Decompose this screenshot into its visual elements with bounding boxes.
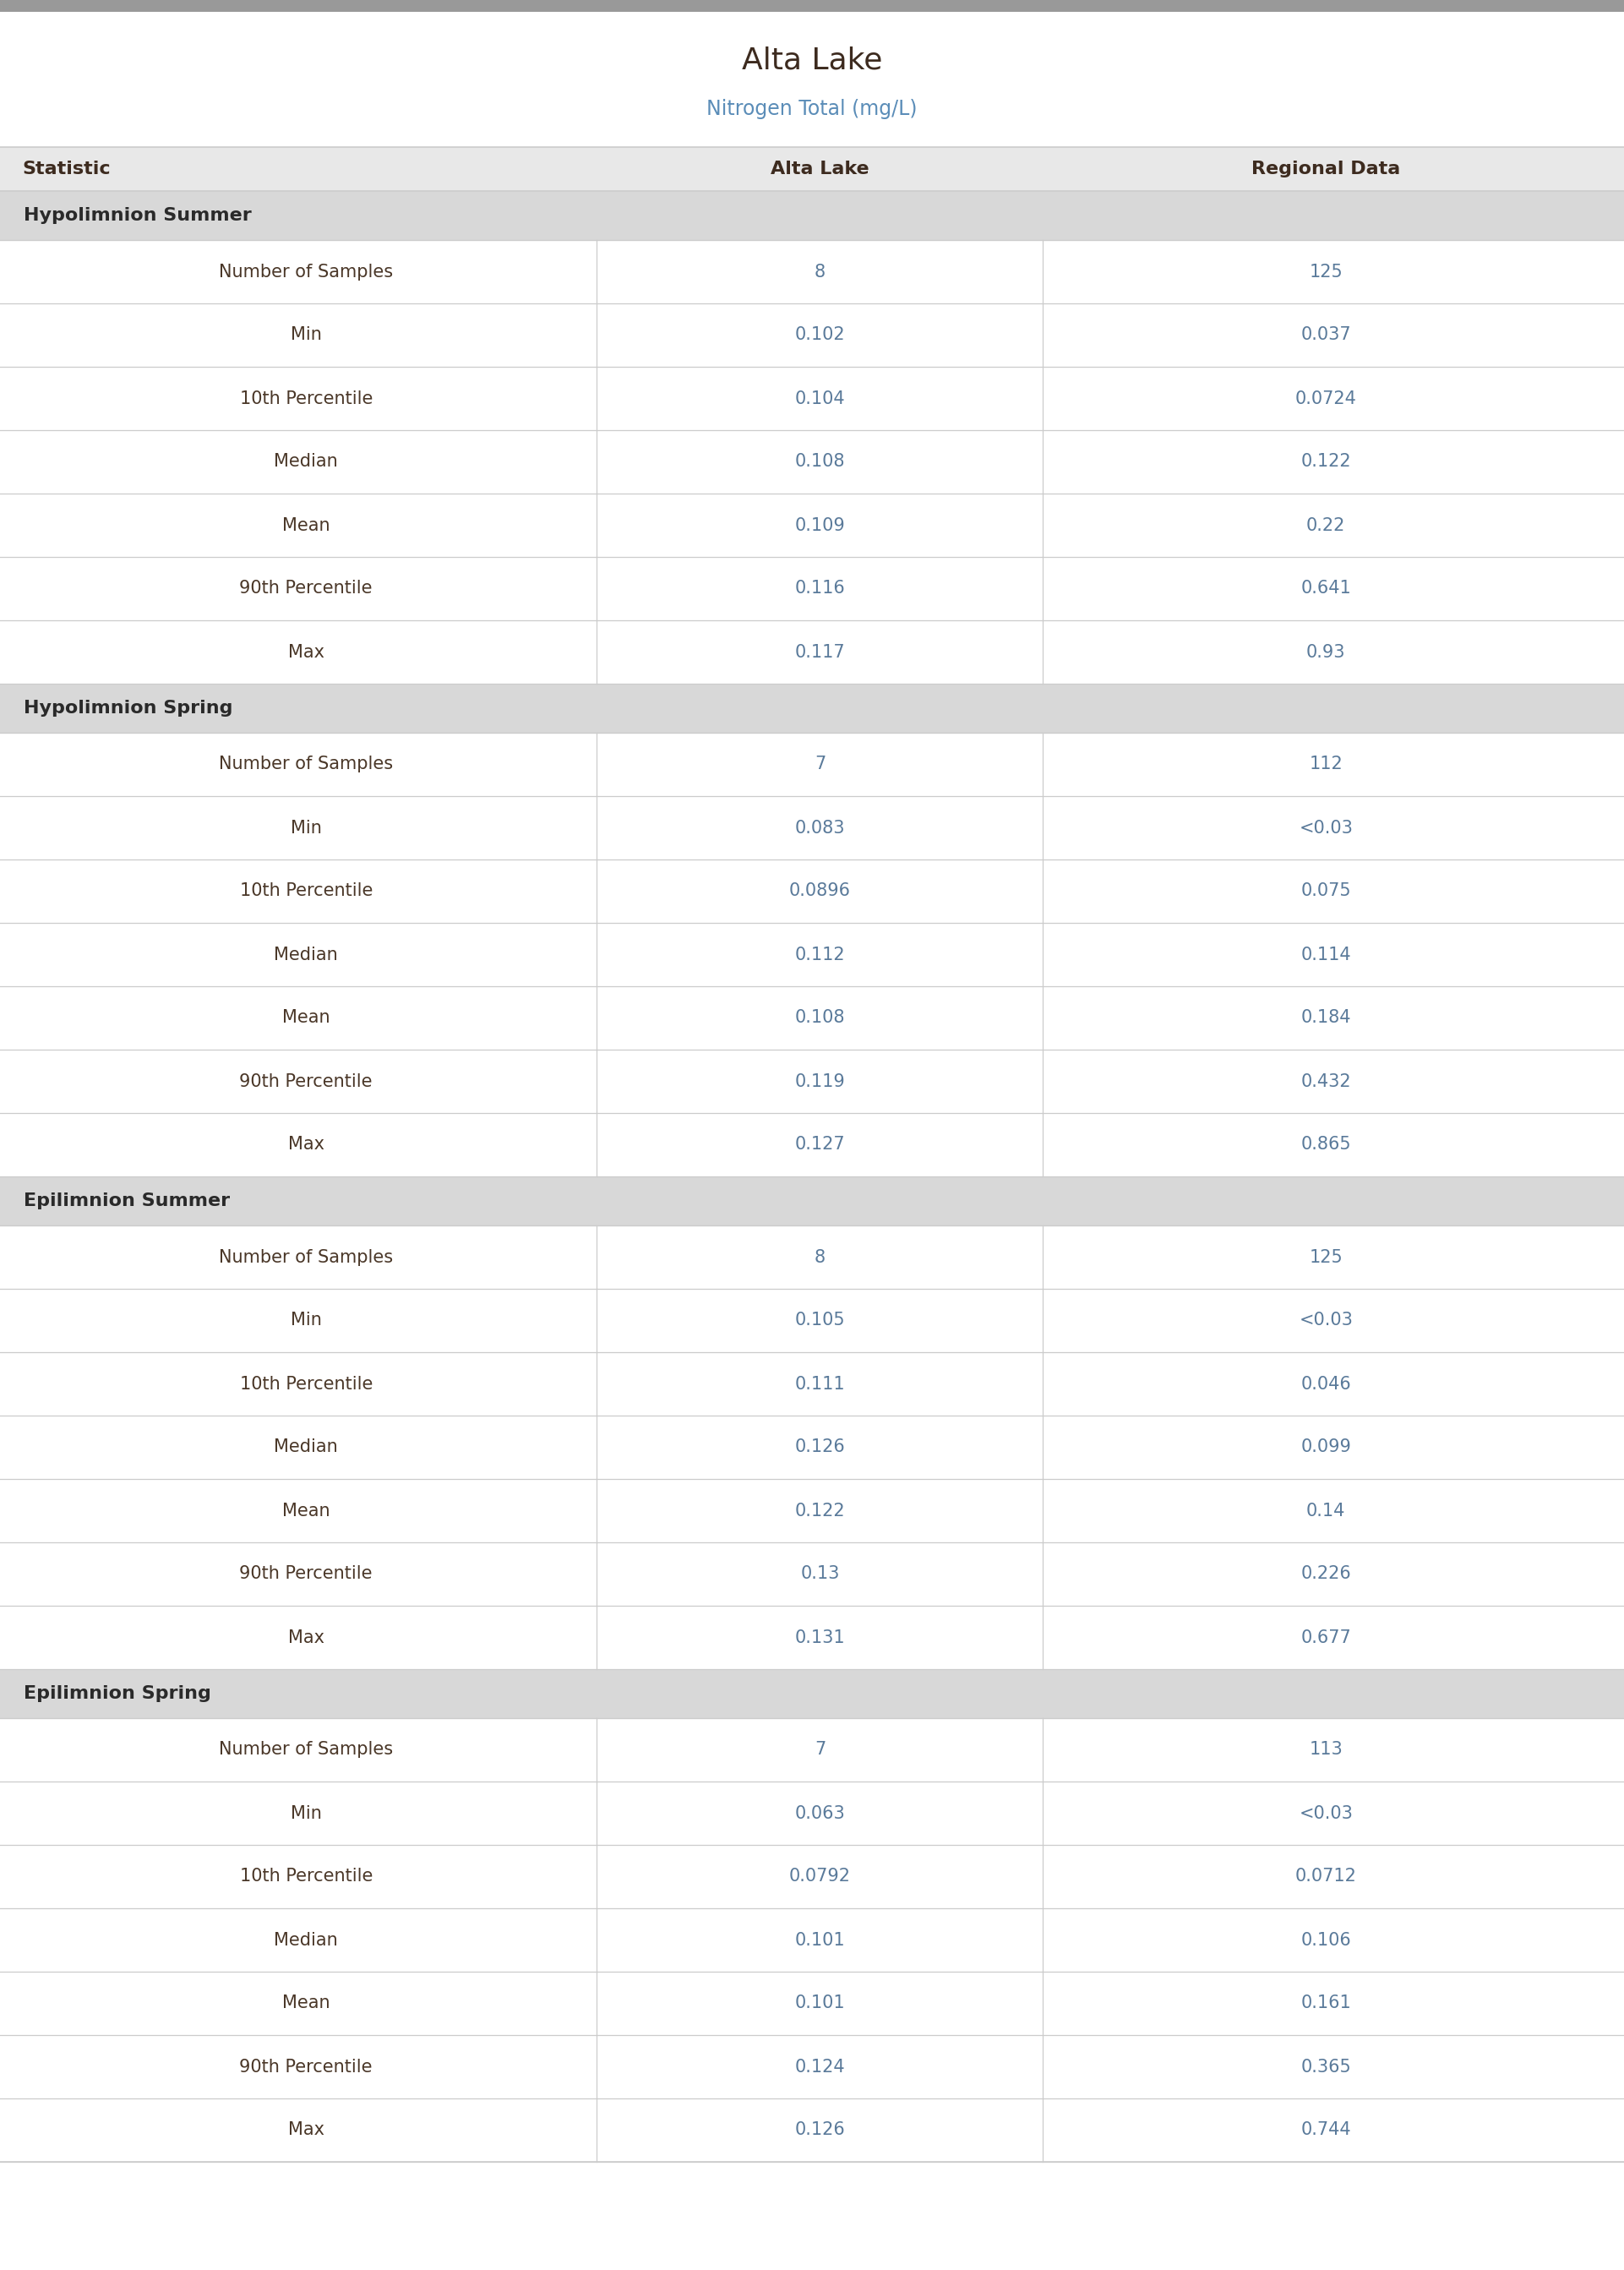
Text: 0.14: 0.14 (1306, 1503, 1346, 1519)
Bar (0, 1668, 1624, 1718)
Text: Mean: Mean (283, 1010, 330, 1026)
Text: Max: Max (287, 645, 325, 661)
Text: Median: Median (274, 1439, 338, 1455)
Text: Alta Lake: Alta Lake (742, 45, 882, 75)
Text: 0.432: 0.432 (1301, 1074, 1351, 1090)
Text: 0.93: 0.93 (1306, 645, 1346, 661)
Text: Min: Min (291, 1312, 322, 1328)
Bar (0, 148, 1624, 191)
Text: Number of Samples: Number of Samples (219, 1741, 393, 1759)
Text: 90th Percentile: 90th Percentile (239, 581, 372, 597)
Text: 0.0792: 0.0792 (789, 1868, 851, 1884)
Text: Max: Max (287, 1630, 325, 1646)
Text: 0.104: 0.104 (794, 390, 844, 406)
Text: 0.111: 0.111 (794, 1376, 844, 1392)
Text: 0.108: 0.108 (794, 454, 844, 470)
Text: 0.063: 0.063 (794, 1805, 844, 1821)
Text: 0.075: 0.075 (1301, 883, 1351, 899)
Text: Alta Lake: Alta Lake (771, 161, 869, 177)
Text: 0.0712: 0.0712 (1296, 1868, 1356, 1884)
Text: 0.099: 0.099 (1301, 1439, 1351, 1455)
Text: 10th Percentile: 10th Percentile (240, 1376, 372, 1392)
Text: Number of Samples: Number of Samples (219, 263, 393, 279)
Text: 8: 8 (814, 1249, 825, 1267)
Text: 0.102: 0.102 (794, 327, 844, 343)
Text: 7: 7 (814, 756, 825, 772)
Text: 0.126: 0.126 (794, 2122, 844, 2138)
Text: 10th Percentile: 10th Percentile (240, 1868, 372, 1884)
Text: Number of Samples: Number of Samples (219, 756, 393, 772)
Text: Epilimnion Summer: Epilimnion Summer (24, 1192, 231, 1210)
Text: Min: Min (291, 819, 322, 835)
Text: Hypolimnion Spring: Hypolimnion Spring (24, 699, 232, 717)
Text: 0.114: 0.114 (1301, 947, 1351, 962)
Text: 0.0896: 0.0896 (789, 883, 851, 899)
Text: 0.105: 0.105 (794, 1312, 844, 1328)
Text: 0.112: 0.112 (794, 947, 844, 962)
Text: 0.161: 0.161 (1301, 1995, 1351, 2011)
Text: 0.106: 0.106 (1301, 1932, 1351, 1948)
Text: 113: 113 (1309, 1741, 1343, 1759)
Bar (0, 683, 1624, 733)
Text: 0.226: 0.226 (1301, 1566, 1351, 1582)
Text: Nitrogen Total (mg/L): Nitrogen Total (mg/L) (706, 100, 918, 118)
Bar (0, 1176, 1624, 1226)
Text: 90th Percentile: 90th Percentile (239, 2059, 372, 2075)
Text: Number of Samples: Number of Samples (219, 1249, 393, 1267)
Text: 0.101: 0.101 (794, 1932, 844, 1948)
Text: 0.865: 0.865 (1301, 1137, 1351, 1153)
Text: Min: Min (291, 327, 322, 343)
Bar (0, 191, 1624, 241)
Text: Max: Max (287, 2122, 325, 2138)
Text: 0.122: 0.122 (1301, 454, 1351, 470)
Text: 7: 7 (814, 1741, 825, 1759)
Text: Regional Data: Regional Data (1252, 161, 1400, 177)
Text: 90th Percentile: 90th Percentile (239, 1074, 372, 1090)
Text: 0.126: 0.126 (794, 1439, 844, 1455)
Text: 112: 112 (1309, 756, 1343, 772)
Text: <0.03: <0.03 (1299, 1312, 1353, 1328)
Text: 0.0724: 0.0724 (1296, 390, 1356, 406)
Text: 125: 125 (1309, 263, 1343, 279)
Text: 0.046: 0.046 (1301, 1376, 1351, 1392)
Text: Median: Median (274, 1932, 338, 1948)
Text: 0.127: 0.127 (794, 1137, 844, 1153)
Text: 10th Percentile: 10th Percentile (240, 390, 372, 406)
Text: 0.22: 0.22 (1306, 518, 1346, 533)
Text: 0.119: 0.119 (794, 1074, 844, 1090)
Text: 0.677: 0.677 (1301, 1630, 1351, 1646)
Text: 0.108: 0.108 (794, 1010, 844, 1026)
Text: 0.124: 0.124 (794, 2059, 844, 2075)
Text: Mean: Mean (283, 1503, 330, 1519)
Text: Median: Median (274, 454, 338, 470)
Text: Median: Median (274, 947, 338, 962)
Bar (0, 0, 1624, 11)
Text: 0.365: 0.365 (1301, 2059, 1351, 2075)
Text: 0.116: 0.116 (794, 581, 844, 597)
Text: <0.03: <0.03 (1299, 1805, 1353, 1821)
Text: <0.03: <0.03 (1299, 819, 1353, 835)
Text: Epilimnion Spring: Epilimnion Spring (24, 1684, 211, 1702)
Text: Min: Min (291, 1805, 322, 1821)
Text: Mean: Mean (283, 518, 330, 533)
Text: 0.083: 0.083 (794, 819, 844, 835)
Text: Hypolimnion Summer: Hypolimnion Summer (24, 207, 252, 225)
Text: 0.641: 0.641 (1301, 581, 1351, 597)
Text: 0.101: 0.101 (794, 1995, 844, 2011)
Text: Max: Max (287, 1137, 325, 1153)
Text: 0.122: 0.122 (794, 1503, 844, 1519)
Text: 10th Percentile: 10th Percentile (240, 883, 372, 899)
Text: 125: 125 (1309, 1249, 1343, 1267)
Text: 0.184: 0.184 (1301, 1010, 1351, 1026)
Text: 0.744: 0.744 (1301, 2122, 1351, 2138)
Text: 90th Percentile: 90th Percentile (239, 1566, 372, 1582)
Text: 8: 8 (814, 263, 825, 279)
Text: 0.109: 0.109 (794, 518, 844, 533)
Text: 0.13: 0.13 (801, 1566, 840, 1582)
Text: Statistic: Statistic (23, 161, 110, 177)
Text: 0.117: 0.117 (794, 645, 844, 661)
Text: 0.037: 0.037 (1301, 327, 1351, 343)
Text: 0.131: 0.131 (794, 1630, 844, 1646)
Text: Mean: Mean (283, 1995, 330, 2011)
